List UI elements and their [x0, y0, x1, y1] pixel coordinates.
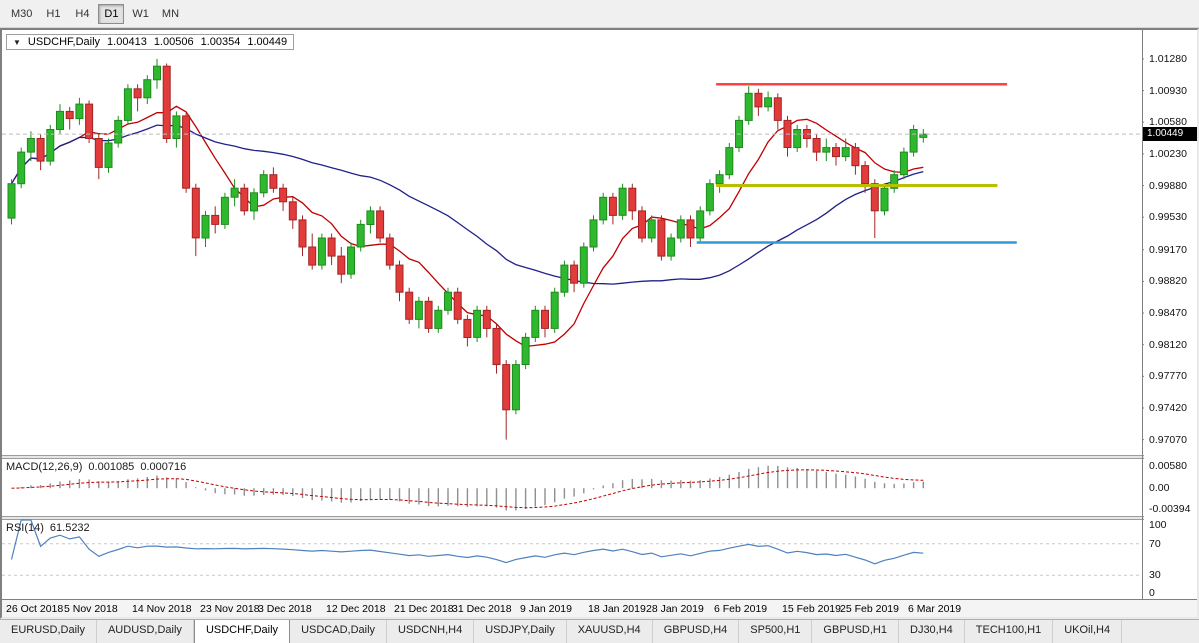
macd-axis-label: 0.00580	[1149, 460, 1187, 472]
macd-axis-label: -0.00394	[1149, 503, 1191, 515]
price-axis-label: 0.99170	[1149, 244, 1187, 256]
timeframe-button-h4[interactable]: H4	[75, 7, 90, 20]
price-axis-label: 1.00580	[1149, 116, 1187, 128]
macd-histogram	[20, 465, 924, 511]
timeframe-toolbar: M30 H1 H4 D1 W1 MN	[0, 0, 1199, 28]
chart-tab-sp500-h1[interactable]: SP500,H1	[739, 620, 813, 643]
date-axis-label: 14 Nov 2018	[132, 603, 192, 615]
rsi-axis-label: 30	[1149, 569, 1161, 581]
pane-splitter[interactable]	[2, 455, 1197, 459]
macd-indicator-label: MACD(12,26,9) 0.001085 0.000716	[6, 461, 186, 473]
rsi-axis-label: 100	[1149, 519, 1167, 531]
rsi-indicator-label: RSI(14) 61.5232	[6, 522, 90, 534]
price-axis[interactable]: 1.01280 1.00930 1.00580 1.00230 0.99880 0.995…	[1144, 30, 1197, 599]
ohlc-high: 1.00506	[153, 36, 194, 48]
macd-axis-label: 0.00	[1149, 482, 1170, 494]
chart-tab-tech100-h1[interactable]: TECH100,H1	[964, 620, 1054, 643]
chart-tab-usdjpy-daily[interactable]: USDJPY,Daily	[474, 620, 567, 643]
date-axis-label: 23 Nov 2018	[200, 603, 260, 615]
chart-tab-gbpusd-h1[interactable]: GBPUSD,H1	[812, 620, 899, 643]
price-axis-label: 0.98120	[1149, 339, 1187, 351]
chart-canvas[interactable]	[2, 30, 1197, 617]
rsi-axis-label: 0	[1149, 587, 1155, 599]
date-axis-label: 6 Feb 2019	[714, 603, 768, 615]
ohlc-open: 1.00413	[107, 36, 147, 48]
date-axis-label: 26 Oct 2018	[6, 603, 64, 615]
price-axis-label: 0.98820	[1149, 275, 1187, 287]
price-axis-label: 0.97070	[1149, 434, 1187, 446]
ohlc-low: 1.00354	[200, 36, 241, 48]
current-price-tag: 1.00449	[1143, 127, 1197, 141]
date-axis-label: 31 Dec 2018	[452, 603, 512, 615]
timeframe-button-m30[interactable]: M30	[11, 7, 33, 20]
price-axis-label: 0.99530	[1149, 211, 1187, 223]
macd-signal-value: 0.000716	[140, 461, 187, 473]
rsi-name: RSI(14)	[6, 522, 44, 534]
date-axis-label: 28 Jan 2019	[646, 603, 704, 615]
chart-tab-audusd-daily[interactable]: AUDUSD,Daily	[96, 620, 194, 643]
date-axis-label: 25 Feb 2019	[840, 603, 899, 615]
timeframe-button-h1[interactable]: H1	[46, 7, 61, 20]
macd-signal-line	[11, 469, 924, 509]
date-axis-label: 18 Jan 2019	[588, 603, 646, 615]
macd-name: MACD(12,26,9)	[6, 461, 83, 473]
rsi-axis-label: 70	[1149, 538, 1161, 550]
symbol-ohlc-info: ▼ USDCHF,Daily 1.00413 1.00506 1.00354 1…	[6, 34, 295, 50]
price-axis-label: 0.97420	[1149, 402, 1187, 414]
chart-window: ▼ USDCHF,Daily 1.00413 1.00506 1.00354 1…	[0, 28, 1199, 619]
symbol-label: USDCHF,Daily	[27, 36, 101, 48]
price-axis-label: 1.00930	[1149, 85, 1187, 97]
date-axis-label: 21 Dec 2018	[394, 603, 454, 615]
chart-area: ▼ USDCHF,Daily 1.00413 1.00506 1.00354 1…	[2, 30, 1197, 617]
chart-tab-bar: EURUSD,Daily AUDUSD,Daily USDCHF,Daily USDC…	[0, 619, 1199, 643]
rsi-value: 61.5232	[49, 522, 90, 534]
timeframe-button-mn[interactable]: MN	[161, 7, 180, 20]
candlestick-series	[7, 58, 928, 440]
date-axis-label: 9 Jan 2019	[520, 603, 572, 615]
date-axis-label: 5 Nov 2018	[64, 603, 118, 615]
symbol-dropdown-icon[interactable]: ▼	[13, 37, 21, 47]
date-axis-label: 12 Dec 2018	[326, 603, 386, 615]
date-axis-label: 3 Dec 2018	[258, 603, 312, 615]
chart-tab-xauusd-h4[interactable]: XAUUSD,H4	[566, 620, 653, 643]
chart-tab-usdchf-daily[interactable]: USDCHF,Daily	[193, 620, 291, 643]
chart-tab-usdcnh-h4[interactable]: USDCNH,H4	[387, 620, 475, 643]
price-axis-label: 0.99880	[1149, 180, 1187, 192]
ohlc-close: 1.00449	[247, 36, 288, 48]
timeframe-button-w1[interactable]: W1	[132, 7, 149, 20]
date-axis-label: 6 Mar 2019	[908, 603, 962, 615]
date-axis-label: 15 Feb 2019	[782, 603, 841, 615]
price-axis-label: 0.97770	[1149, 370, 1187, 382]
macd-main-value: 0.001085	[88, 461, 135, 473]
chart-tab-gbpusd-h4[interactable]: GBPUSD,H4	[652, 620, 740, 643]
chart-tab-eurusd-daily[interactable]: EURUSD,Daily	[0, 620, 97, 643]
timeframe-button-d1[interactable]: D1	[98, 3, 125, 24]
chart-tab-dj30-h4[interactable]: DJ30,H4	[899, 620, 965, 643]
price-axis-label: 1.01280	[1149, 53, 1187, 65]
price-axis-label: 1.00230	[1149, 148, 1187, 160]
ma-slow-line[interactable]	[10, 124, 924, 285]
date-axis[interactable]: 26 Oct 2018 5 Nov 2018 14 Nov 2018 23 Nov 2…	[2, 600, 1197, 617]
chart-tab-usdcad-daily[interactable]: USDCAD,Daily	[290, 620, 388, 643]
pane-splitter[interactable]	[2, 516, 1197, 520]
price-axis-label: 0.98470	[1149, 307, 1187, 319]
chart-tab-ukoil-h4[interactable]: UKOil,H4	[1053, 620, 1123, 643]
rsi-line	[10, 519, 924, 565]
